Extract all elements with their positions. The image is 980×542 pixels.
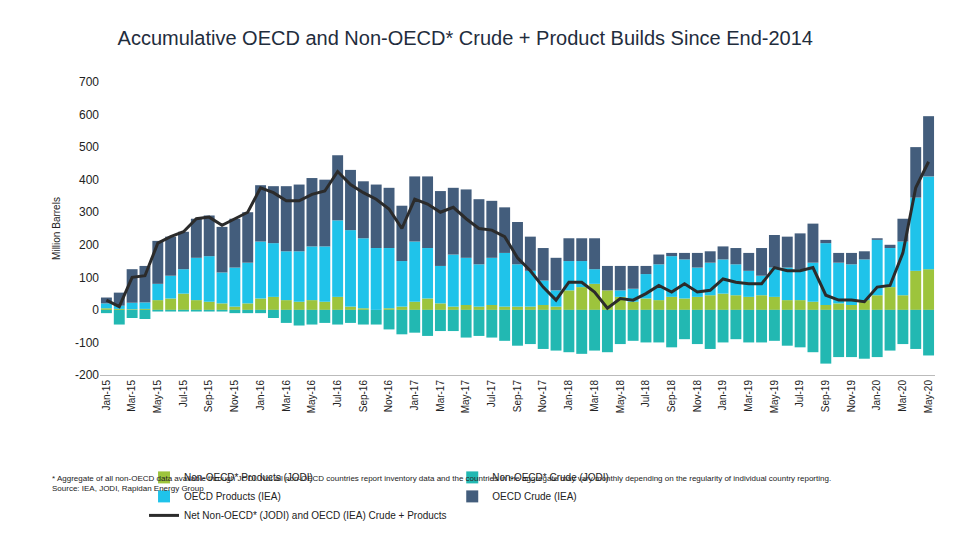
svg-text:Sep-19: Sep-19 <box>820 380 831 413</box>
svg-text:400: 400 <box>79 173 99 187</box>
svg-text:May-19: May-19 <box>769 380 780 414</box>
svg-text:Mar-16: Mar-16 <box>281 380 292 412</box>
svg-text:Sep-17: Sep-17 <box>512 380 523 413</box>
svg-text:May-16: May-16 <box>306 380 317 414</box>
svg-text:Nov-17: Nov-17 <box>537 380 548 413</box>
svg-text:Mar-19: Mar-19 <box>743 380 754 412</box>
svg-text:Mar-20: Mar-20 <box>897 380 908 412</box>
svg-text:Mar-17: Mar-17 <box>435 380 446 412</box>
svg-text:OECD Products (IEA): OECD Products (IEA) <box>184 491 281 503</box>
svg-text:Jul-17: Jul-17 <box>486 380 497 408</box>
svg-text:-100: -100 <box>75 336 99 350</box>
html-text:* Aggregate of all non-OECD da: * Aggregate of all non-OECD data availab… <box>52 474 832 483</box>
svg-text:300: 300 <box>79 205 99 219</box>
svg-text:Jan-18: Jan-18 <box>563 380 574 411</box>
svg-text:Sep-18: Sep-18 <box>666 380 677 413</box>
svg-text:Jan-19: Jan-19 <box>717 380 728 411</box>
svg-text:Accumulative OECD and Non-OECD: Accumulative OECD and Non-OECD* Crude + … <box>118 27 813 49</box>
svg-text:OECD Crude (IEA): OECD Crude (IEA) <box>492 491 576 502</box>
svg-text:Jul-18: Jul-18 <box>640 380 651 408</box>
svg-text:Nov-16: Nov-16 <box>383 380 394 413</box>
svg-text:May-20: May-20 <box>923 380 934 414</box>
svg-text:0: 0 <box>92 303 99 317</box>
svg-text:Jul-16: Jul-16 <box>332 380 343 408</box>
html-text:Source: IEA, JODI, Rapidan Ene: Source: IEA, JODI, Rapidan Energy Group <box>52 484 204 493</box>
svg-text:Million Barrels: Million Barrels <box>51 197 62 260</box>
svg-text:200: 200 <box>79 238 99 252</box>
svg-text:Mar-15: Mar-15 <box>126 380 137 412</box>
svg-text:Nov-18: Nov-18 <box>692 380 703 413</box>
svg-text:Jul-15: Jul-15 <box>178 380 189 408</box>
svg-text:May-18: May-18 <box>615 380 626 414</box>
svg-text:Jan-17: Jan-17 <box>409 380 420 411</box>
svg-text:Nov-19: Nov-19 <box>846 380 857 413</box>
svg-text:600: 600 <box>79 108 99 122</box>
svg-text:May-17: May-17 <box>460 380 471 414</box>
svg-text:500: 500 <box>79 140 99 154</box>
svg-text:Sep-15: Sep-15 <box>203 380 214 413</box>
svg-text:Jul-19: Jul-19 <box>794 380 805 408</box>
svg-text:Sep-16: Sep-16 <box>358 380 369 413</box>
svg-text:Mar-18: Mar-18 <box>589 380 600 412</box>
svg-text:Nov-15: Nov-15 <box>229 380 240 413</box>
svg-text:Net Non-OECD* (JODI) and OECD: Net Non-OECD* (JODI) and OECD (IEA) Crud… <box>184 510 447 521</box>
svg-text:700: 700 <box>79 75 99 89</box>
svg-text:-200: -200 <box>75 368 99 382</box>
svg-text:May-15: May-15 <box>152 380 163 414</box>
svg-text:100: 100 <box>79 271 99 285</box>
svg-text:Jan-20: Jan-20 <box>871 380 882 411</box>
svg-text:Jan-15: Jan-15 <box>101 380 112 411</box>
svg-text:Jan-16: Jan-16 <box>255 380 266 411</box>
